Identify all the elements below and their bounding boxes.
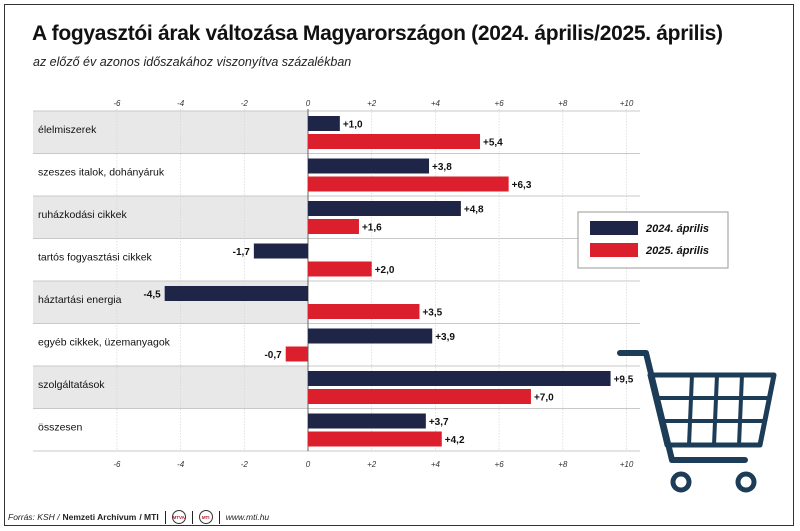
value-label: +4,2 <box>445 435 465 446</box>
source-mti: / MTI <box>139 512 159 522</box>
legend-swatch <box>590 243 638 257</box>
bar-series1 <box>308 201 461 216</box>
value-label: +4,8 <box>464 205 484 216</box>
chart-title: A fogyasztói árak változása Magyarország… <box>32 22 723 45</box>
tick-label-bottom: -4 <box>177 460 185 469</box>
cart-wheel <box>735 471 757 493</box>
value-label: +3,7 <box>429 417 449 428</box>
category-band <box>33 408 308 451</box>
category-label: élelmiszerek <box>38 124 97 136</box>
bars <box>164 116 611 447</box>
chart-subtitle: az előző év azonos időszakához viszonyít… <box>33 55 352 69</box>
value-label: +6,3 <box>512 180 532 191</box>
tick-label-top: +8 <box>558 99 568 108</box>
tick-labels: -6 -6 -4 -4 -2 -2 0 0 +2 +2 +4 +4 +6 +6 +8 +8 +10 +10 <box>113 99 633 469</box>
legend-swatch <box>590 221 638 235</box>
bar-series2 <box>308 431 442 447</box>
category-label: szolgáltatások <box>38 379 105 391</box>
tick-label-top: +6 <box>495 99 505 108</box>
bar-series2 <box>308 176 509 192</box>
bar-series2 <box>308 261 372 277</box>
cart-rail <box>712 374 719 446</box>
mti-logo-icon: MTI <box>198 510 213 524</box>
bar-series2 <box>308 304 420 319</box>
tick-label-bottom: -2 <box>241 460 249 469</box>
value-label: +1,0 <box>343 120 363 131</box>
value-label: +3,9 <box>435 332 455 343</box>
value-label: +7,0 <box>534 393 554 404</box>
category-label: tartós fogyasztási cikkek <box>38 252 153 264</box>
tick-label-bottom: -6 <box>113 460 121 469</box>
shopping-cart-icon <box>617 350 777 493</box>
tick-label-top: -4 <box>177 99 185 108</box>
tick-label-bottom: 0 <box>306 460 311 469</box>
tick-label-top: -2 <box>241 99 249 108</box>
bar-series2 <box>285 346 308 362</box>
footer: Forrás: KSH / Nemzeti Archívum / MTI MTV… <box>8 510 269 524</box>
legend-label: 2025. április <box>645 245 709 257</box>
tick-label-top: +10 <box>620 99 634 108</box>
value-label: -0,7 <box>264 350 282 361</box>
category-label: szeszes italok, dohányáruk <box>38 167 165 179</box>
footer-divider <box>191 510 193 524</box>
tick-label-bottom: +2 <box>367 460 377 469</box>
tick-label-bottom: +10 <box>620 460 634 469</box>
value-label: +3,8 <box>432 162 452 173</box>
legend-box <box>577 211 729 269</box>
source-label: Forrás: KSH / <box>8 512 60 522</box>
cart-wheel <box>670 471 692 493</box>
source-archive: Nemzeti Archívum <box>62 512 137 522</box>
bar-series1 <box>308 116 340 131</box>
tick-label-top: -6 <box>113 99 121 108</box>
bar-series1 <box>308 371 611 386</box>
category-band <box>33 196 308 239</box>
tick-label-bottom: +6 <box>495 460 505 469</box>
mtva-logo-icon: MTVA <box>171 510 186 524</box>
cart-rail <box>737 374 744 446</box>
value-label: +3,5 <box>422 308 442 319</box>
bar-series1 <box>164 286 308 301</box>
tick-label-top: 0 <box>306 99 311 108</box>
category-band <box>33 323 308 366</box>
bar-series2 <box>308 134 480 149</box>
value-label: +9,5 <box>614 375 634 386</box>
source-url: www.mti.hu <box>225 512 270 522</box>
bar-series2 <box>308 219 359 234</box>
value-label: +2,0 <box>375 265 395 276</box>
chart-frame <box>4 4 794 526</box>
legend: 2024. április 2025. április <box>577 211 729 269</box>
category-label: háztartási energia <box>38 294 122 306</box>
tick-label-top: +4 <box>431 99 441 108</box>
value-label: -4,5 <box>143 290 161 301</box>
value-labels: +1,0 +5,4 +3,8 +6,3 +4,8 +1,6 -1,7 +2,0 -4,5 +3,5… <box>143 120 633 447</box>
footer-divider <box>218 510 220 524</box>
bar-series1 <box>308 413 426 429</box>
footer-divider <box>164 510 166 524</box>
category-labels: élelmiszerek szeszes italok, dohányáruk ru… <box>38 124 171 434</box>
tick-label-top: +2 <box>367 99 377 108</box>
tick-label-bottom: +8 <box>558 460 568 469</box>
value-label: +5,4 <box>483 138 503 149</box>
bar-series1 <box>308 328 433 344</box>
bar-series1 <box>308 158 430 174</box>
bar-series1 <box>253 243 308 259</box>
category-band <box>33 366 308 409</box>
bar-series2 <box>308 389 531 404</box>
category-label: összesen <box>38 422 83 434</box>
category-band <box>33 153 308 196</box>
value-label: +1,6 <box>362 223 382 234</box>
category-label: egyéb cikkek, üzemanyagok <box>38 337 171 349</box>
tick-label-bottom: +4 <box>431 460 441 469</box>
value-label: -1,7 <box>233 247 251 258</box>
category-band <box>33 111 308 154</box>
category-label: ruházkodási cikkek <box>38 209 127 221</box>
cart-rail <box>687 374 694 446</box>
legend-label: 2024. április <box>645 223 709 235</box>
